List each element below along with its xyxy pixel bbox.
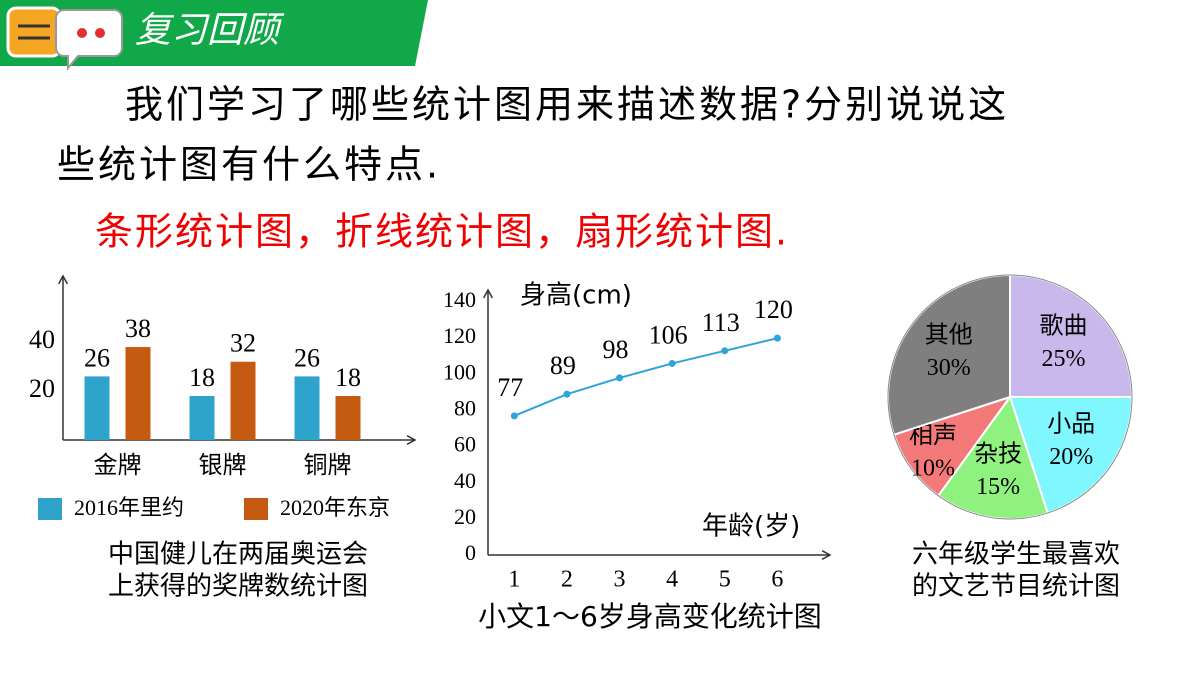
point [510, 412, 518, 420]
value-label: 18 [335, 363, 361, 392]
value-label: 18 [189, 363, 215, 392]
line [513, 337, 778, 417]
y-tick-label: 140 [443, 287, 476, 312]
x-tick-label: 5 [719, 567, 731, 593]
value-label: 32 [230, 329, 256, 358]
icon-bubble [6, 6, 62, 58]
value-label: 26 [84, 343, 110, 372]
point [616, 374, 624, 382]
point [721, 347, 729, 355]
bar [189, 395, 215, 440]
x-tick-label: 6 [771, 567, 783, 593]
answer: 条形统计图，折线统计图，扇形统计图. [95, 210, 789, 254]
bar [125, 347, 151, 440]
x-axis-title: 年龄(岁) [702, 512, 800, 542]
icon-dot [77, 28, 87, 38]
point [563, 390, 571, 398]
question-line: 我们学习了哪些统计图用来描述数据?分别说说这 [125, 83, 1009, 127]
icon-dot [95, 28, 105, 38]
y-tick-label: 40 [454, 468, 476, 493]
y-tick-label: 40 [29, 325, 55, 354]
chart-title: 的文艺节目统计图 [912, 572, 1120, 602]
value-label: 106 [649, 320, 688, 349]
pie-outline [887, 274, 1133, 520]
value-label: 120 [754, 295, 793, 324]
legend-swatch [244, 498, 268, 520]
axis-arrow [483, 288, 493, 299]
y-tick-label: 100 [443, 359, 476, 384]
value-label: 26 [294, 343, 320, 372]
axis-arrow [58, 274, 68, 285]
pie-label: 小品 [1047, 409, 1095, 437]
chart-title: 六年级学生最喜欢 [912, 540, 1120, 570]
y-axis-title: 身高(cm) [520, 281, 632, 311]
question-line: 些统计图有什么特点. [57, 143, 441, 187]
y-tick-label: 120 [443, 323, 476, 348]
x-tick-label: 金牌 [94, 451, 142, 479]
x-tick-label: 4 [666, 567, 678, 593]
legend-label: 2020年东京 [280, 495, 390, 520]
value-label: 89 [550, 351, 576, 380]
chart-title: 小文1～6岁身高变化统计图 [478, 600, 822, 633]
pie-value-label: 15% [976, 474, 1020, 500]
value-label: 77 [497, 373, 523, 402]
y-tick-label: 20 [454, 504, 476, 529]
x-tick-label: 铜牌 [304, 451, 352, 479]
bar [84, 376, 110, 440]
pie-value-label: 25% [1041, 346, 1085, 372]
pie-value-label: 20% [1049, 444, 1093, 470]
x-tick-label: 2 [561, 567, 573, 593]
bar [230, 361, 256, 440]
value-label: 113 [702, 308, 740, 337]
point [668, 359, 676, 367]
chart-title: 上获得的奖牌数统计图 [108, 572, 368, 602]
legend-label: 2016年里约 [74, 495, 184, 520]
bar [335, 395, 361, 440]
pie-value-label: 30% [927, 355, 971, 381]
value-label: 98 [603, 335, 629, 364]
x-tick-label: 银牌 [199, 451, 247, 479]
chart-title: 中国健儿在两届奥运会 [108, 540, 368, 570]
icon-bubble [55, 9, 123, 71]
point [773, 334, 781, 342]
axis-arrow [406, 435, 417, 445]
x-tick-label: 3 [614, 567, 626, 593]
y-tick-label: 20 [29, 374, 55, 403]
pie-value-label: 10% [911, 455, 955, 481]
y-tick-label: 80 [454, 395, 476, 420]
pie-label: 杂技 [974, 440, 1022, 468]
y-tick-label: 0 [465, 540, 476, 565]
value-label: 38 [125, 314, 151, 343]
legend-swatch [38, 498, 62, 520]
header-title: 复习回顾 [135, 10, 285, 51]
x-tick-label: 1 [508, 567, 520, 593]
bar [294, 376, 320, 440]
pie-label: 其他 [925, 321, 973, 349]
pie-label: 歌曲 [1039, 312, 1087, 340]
axis-arrow [821, 550, 832, 560]
y-tick-label: 60 [454, 432, 476, 457]
